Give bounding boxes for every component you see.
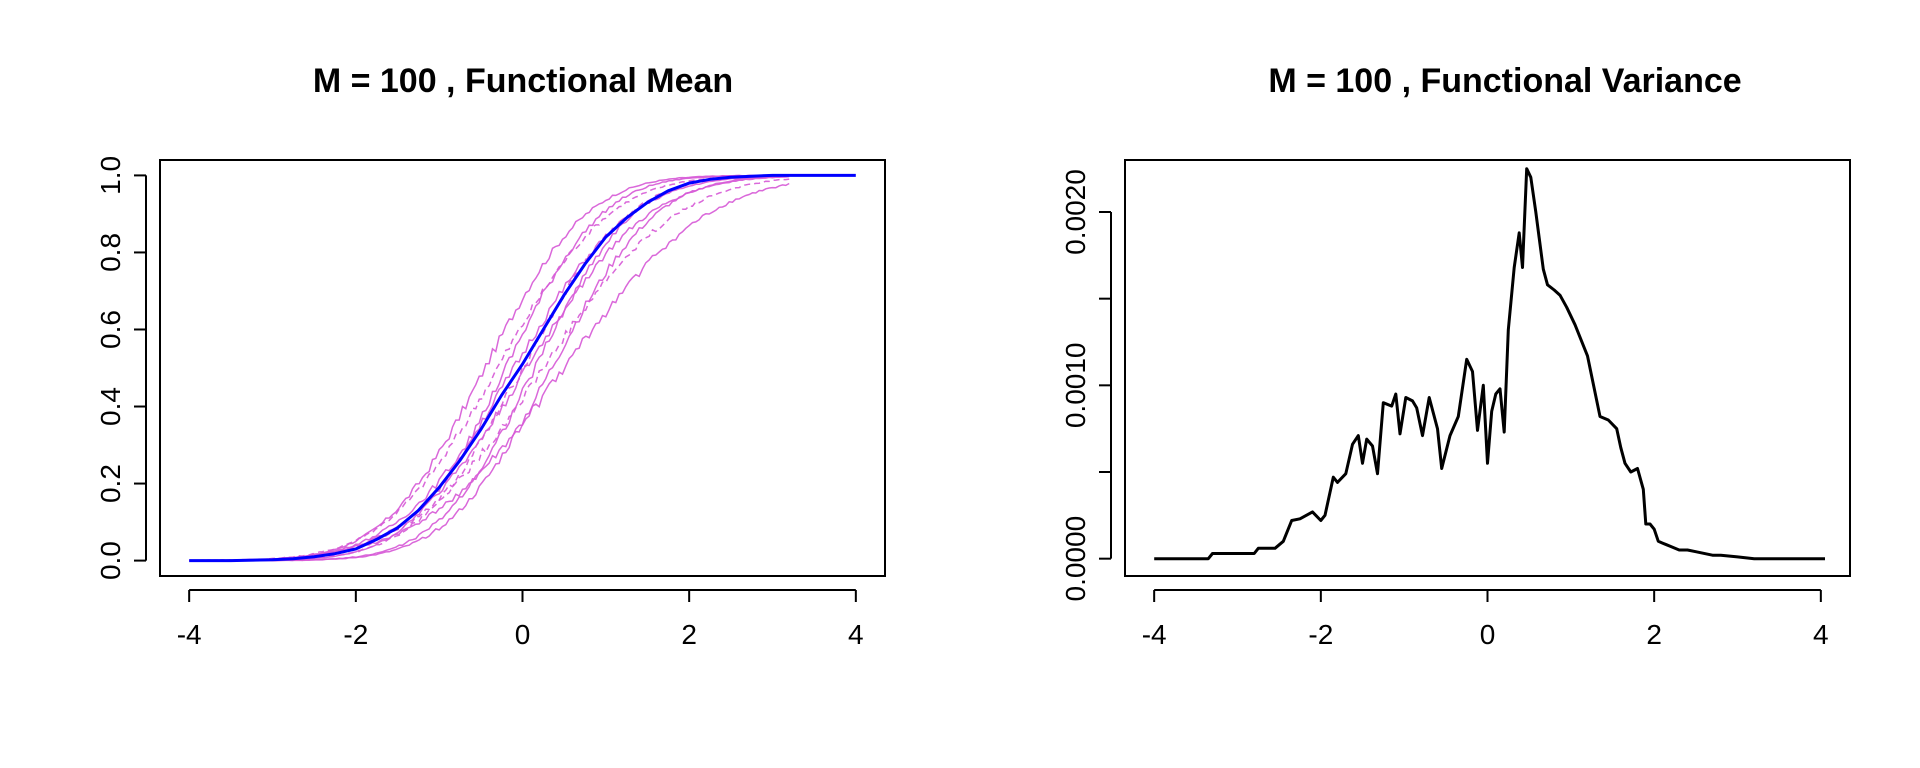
y-tick-label: 0.0020 [1060,169,1091,255]
sample-curve [189,174,790,562]
functional-mean-plot-frame [159,159,886,577]
x-tick-label: 2 [1646,619,1662,650]
y-tick-label: 1.0 [95,156,126,195]
sample-curve [189,174,790,562]
x-tick-label: -2 [343,619,368,650]
x-tick-label: 2 [681,619,697,650]
sample-curve [189,174,790,562]
sample-curve [189,175,790,562]
sample-curve [189,175,790,562]
y-tick-label: 0.0010 [1060,343,1091,429]
x-tick-label: 0 [1480,619,1496,650]
sample-curve [189,174,790,562]
mean-curve [189,173,856,563]
y-tick-label: 0.2 [95,464,126,503]
functional-mean-y-axis: 0.0 0.2 0.4 0.6 0.8 1.0 [95,156,147,580]
y-tick-label: 0.0000 [1060,516,1091,602]
sample-curve [189,178,790,562]
functional-mean-x-axis: -4 -2 0 2 4 [177,589,864,650]
functional-variance-title: M = 100 , Functional Variance [1268,62,1741,100]
functional-variance-x-axis: -4 -2 0 2 4 [1142,589,1829,650]
mean-curve-layer [189,173,856,563]
y-tick-label: 0.6 [95,310,126,349]
x-tick-label: 0 [515,619,531,650]
functional-variance-plot-frame [1124,159,1851,577]
sample-curve [189,174,790,562]
y-tick-label: 0.4 [95,387,126,426]
sample-curves [189,174,790,562]
x-tick-label: 4 [848,619,864,650]
functional-mean-title: M = 100 , Functional Mean [313,62,733,100]
functional-variance-panel: M = 100 , Functional Variance -4 -2 0 2 4 0.… [1060,62,1851,650]
sample-curve [189,174,790,562]
functional-mean-panel: M = 100 , Functional Mean -4 -2 0 2 4 0.0 0.2… [95,62,886,650]
variance-curve-layer [1154,167,1825,561]
x-tick-label: -2 [1308,619,1333,650]
variance-curve [1154,167,1825,561]
y-tick-label: 0.8 [95,233,126,272]
x-tick-label: -4 [1142,619,1167,650]
y-tick-label: 0.0 [95,541,126,580]
x-tick-label: 4 [1813,619,1829,650]
x-tick-label: -4 [177,619,202,650]
sample-curve [189,182,790,562]
functional-variance-y-axis: 0.0000 0.0010 0.0020 [1060,169,1112,602]
